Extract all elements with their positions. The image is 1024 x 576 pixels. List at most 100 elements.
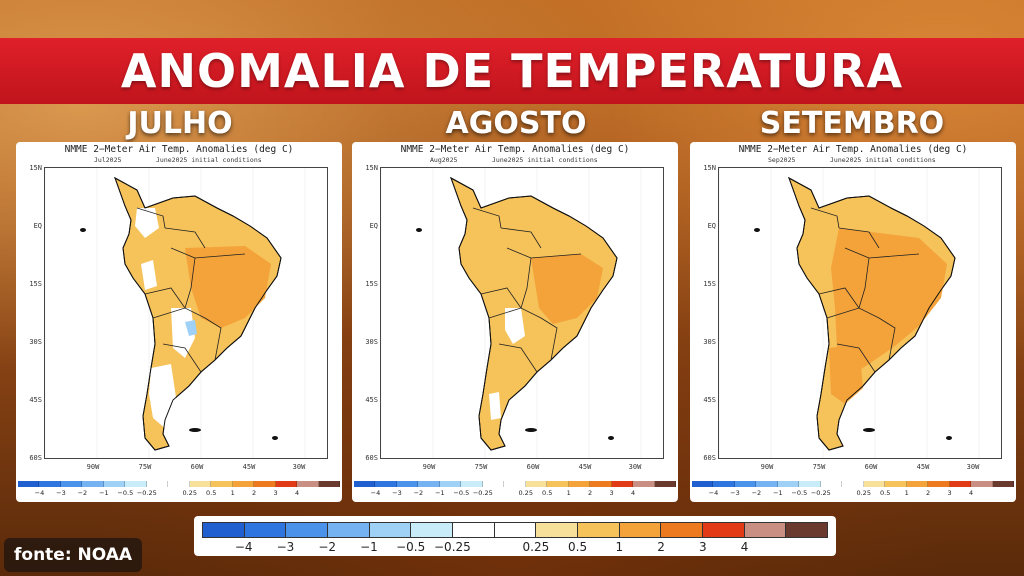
scale-tick-label: −3 [277,540,295,554]
scale-tick-label: −0.5 [791,489,807,497]
color-swatch [799,481,820,487]
anomaly-map [380,167,664,459]
panel-color-scale [18,481,340,487]
color-swatch [633,481,654,487]
scale-tick-label: −2 [414,489,424,497]
color-swatch [276,481,297,487]
longitude-label: 30W [284,463,314,471]
south-america-map [45,168,328,459]
latitude-label: 15N [356,164,378,172]
latitude-label: 30S [356,338,378,346]
scale-tick-label: −2 [318,540,336,554]
island [272,436,278,440]
longitude-label: 30W [958,463,988,471]
scale-tick-label: 2 [588,489,592,497]
longitude-label: 45W [908,463,938,471]
scale-tick-label: −1 [99,489,109,497]
scale-tick-label: −0.5 [453,489,469,497]
latitude-label: 15S [694,280,716,288]
source-badge: fonte: NOAA [4,538,142,572]
longitude-label: 90W [78,463,108,471]
scale-tick-label: −4 [235,540,253,554]
latitude-label: 60S [694,454,716,462]
scale-tick-label: −0.25 [811,489,831,497]
longitude-label: 45W [234,463,264,471]
longitude-label: 90W [752,463,782,471]
color-swatch [370,523,412,537]
latitude-label: 15S [356,280,378,288]
color-swatch [885,481,906,487]
scale-tick-label: 0.5 [568,540,587,554]
color-swatch [39,481,60,487]
color-scale-legend: −4 −3 −2 −1 −0.5 −0.25 0.25 0.5 1 2 3 4 [194,516,836,556]
color-scale-labels: −4 −3 −2 −1 −0.5 −0.25 0.25 0.5 1 2 3 4 [202,540,828,554]
color-swatch [245,523,287,537]
color-swatch [692,481,713,487]
panel-color-scale-labels: −4 −3 −2 −1 −0.5 −0.25 0.25 0.5 1 2 3 4 [692,489,1014,499]
longitude-label: 90W [414,463,444,471]
scale-tick-label: 1 [567,489,571,497]
map-panel-agosto: NMME 2−Meter Air Temp. Anomalies (deg C)… [352,142,678,502]
color-swatch [620,523,662,537]
color-swatch [453,523,495,537]
color-swatch [168,481,189,487]
scale-tick-label: −4 [709,489,719,497]
south-america-map [719,168,1002,459]
scale-tick-label: 0.5 [542,489,552,497]
island [525,428,537,432]
map-panel-setembro: NMME 2−Meter Air Temp. Anomalies (deg C)… [690,142,1016,502]
scale-tick-label: 1 [616,540,624,554]
color-scale-bar [202,522,828,538]
scale-tick-label: 2 [926,489,930,497]
scale-tick-label: 0.25 [182,489,196,497]
south-america-map [381,168,664,459]
panel-color-scale-labels: −4 −3 −2 −1 −0.5 −0.25 0.25 0.5 1 2 3 4 [18,489,340,499]
latitude-label: 15N [20,164,42,172]
scale-tick-label: −2 [78,489,88,497]
latitude-label: 45S [694,396,716,404]
color-swatch [104,481,125,487]
color-swatch [82,481,103,487]
color-swatch [536,523,578,537]
scale-tick-label: −3 [56,489,66,497]
color-swatch [297,481,318,487]
scale-tick-label: −0.25 [137,489,157,497]
scale-tick-label: −0.5 [117,489,133,497]
island [416,228,422,232]
color-swatch [328,523,370,537]
scale-tick-label: 4 [969,489,973,497]
island [754,228,760,232]
scale-tick-label: −0.25 [434,540,471,554]
color-swatch [842,481,863,487]
scale-tick-label: 1 [231,489,235,497]
panel-subtitle-initial-conditions: June2025 initial conditions [492,156,598,164]
color-swatch [147,481,168,487]
color-swatch [928,481,949,487]
color-swatch [211,481,232,487]
scale-tick-label: −2 [752,489,762,497]
longitude-label: 45W [570,463,600,471]
panel-subtitle-month: Aug2025 [430,156,457,164]
latitude-label: 45S [356,396,378,404]
scale-tick-label: −0.5 [396,540,425,554]
color-swatch [713,481,734,487]
color-swatch [495,523,537,537]
longitude-label: 30W [620,463,650,471]
scale-tick-label: 0.25 [518,489,532,497]
anomaly-map [718,167,1002,459]
anomaly-region [829,344,863,404]
scale-tick-label: −3 [392,489,402,497]
latitude-label: 30S [20,338,42,346]
color-swatch [61,481,82,487]
island [189,428,201,432]
color-swatch [745,523,787,537]
scale-tick-label: 0.25 [856,489,870,497]
scale-tick-label: −0.25 [473,489,493,497]
panel-title: NMME 2−Meter Air Temp. Anomalies (deg C) [16,144,342,155]
color-swatch [375,481,396,487]
color-swatch [440,481,461,487]
scale-tick-label: 0.5 [206,489,216,497]
panel-subtitle-initial-conditions: June2025 initial conditions [830,156,936,164]
color-swatch [354,481,375,487]
scale-tick-label: −1 [435,489,445,497]
